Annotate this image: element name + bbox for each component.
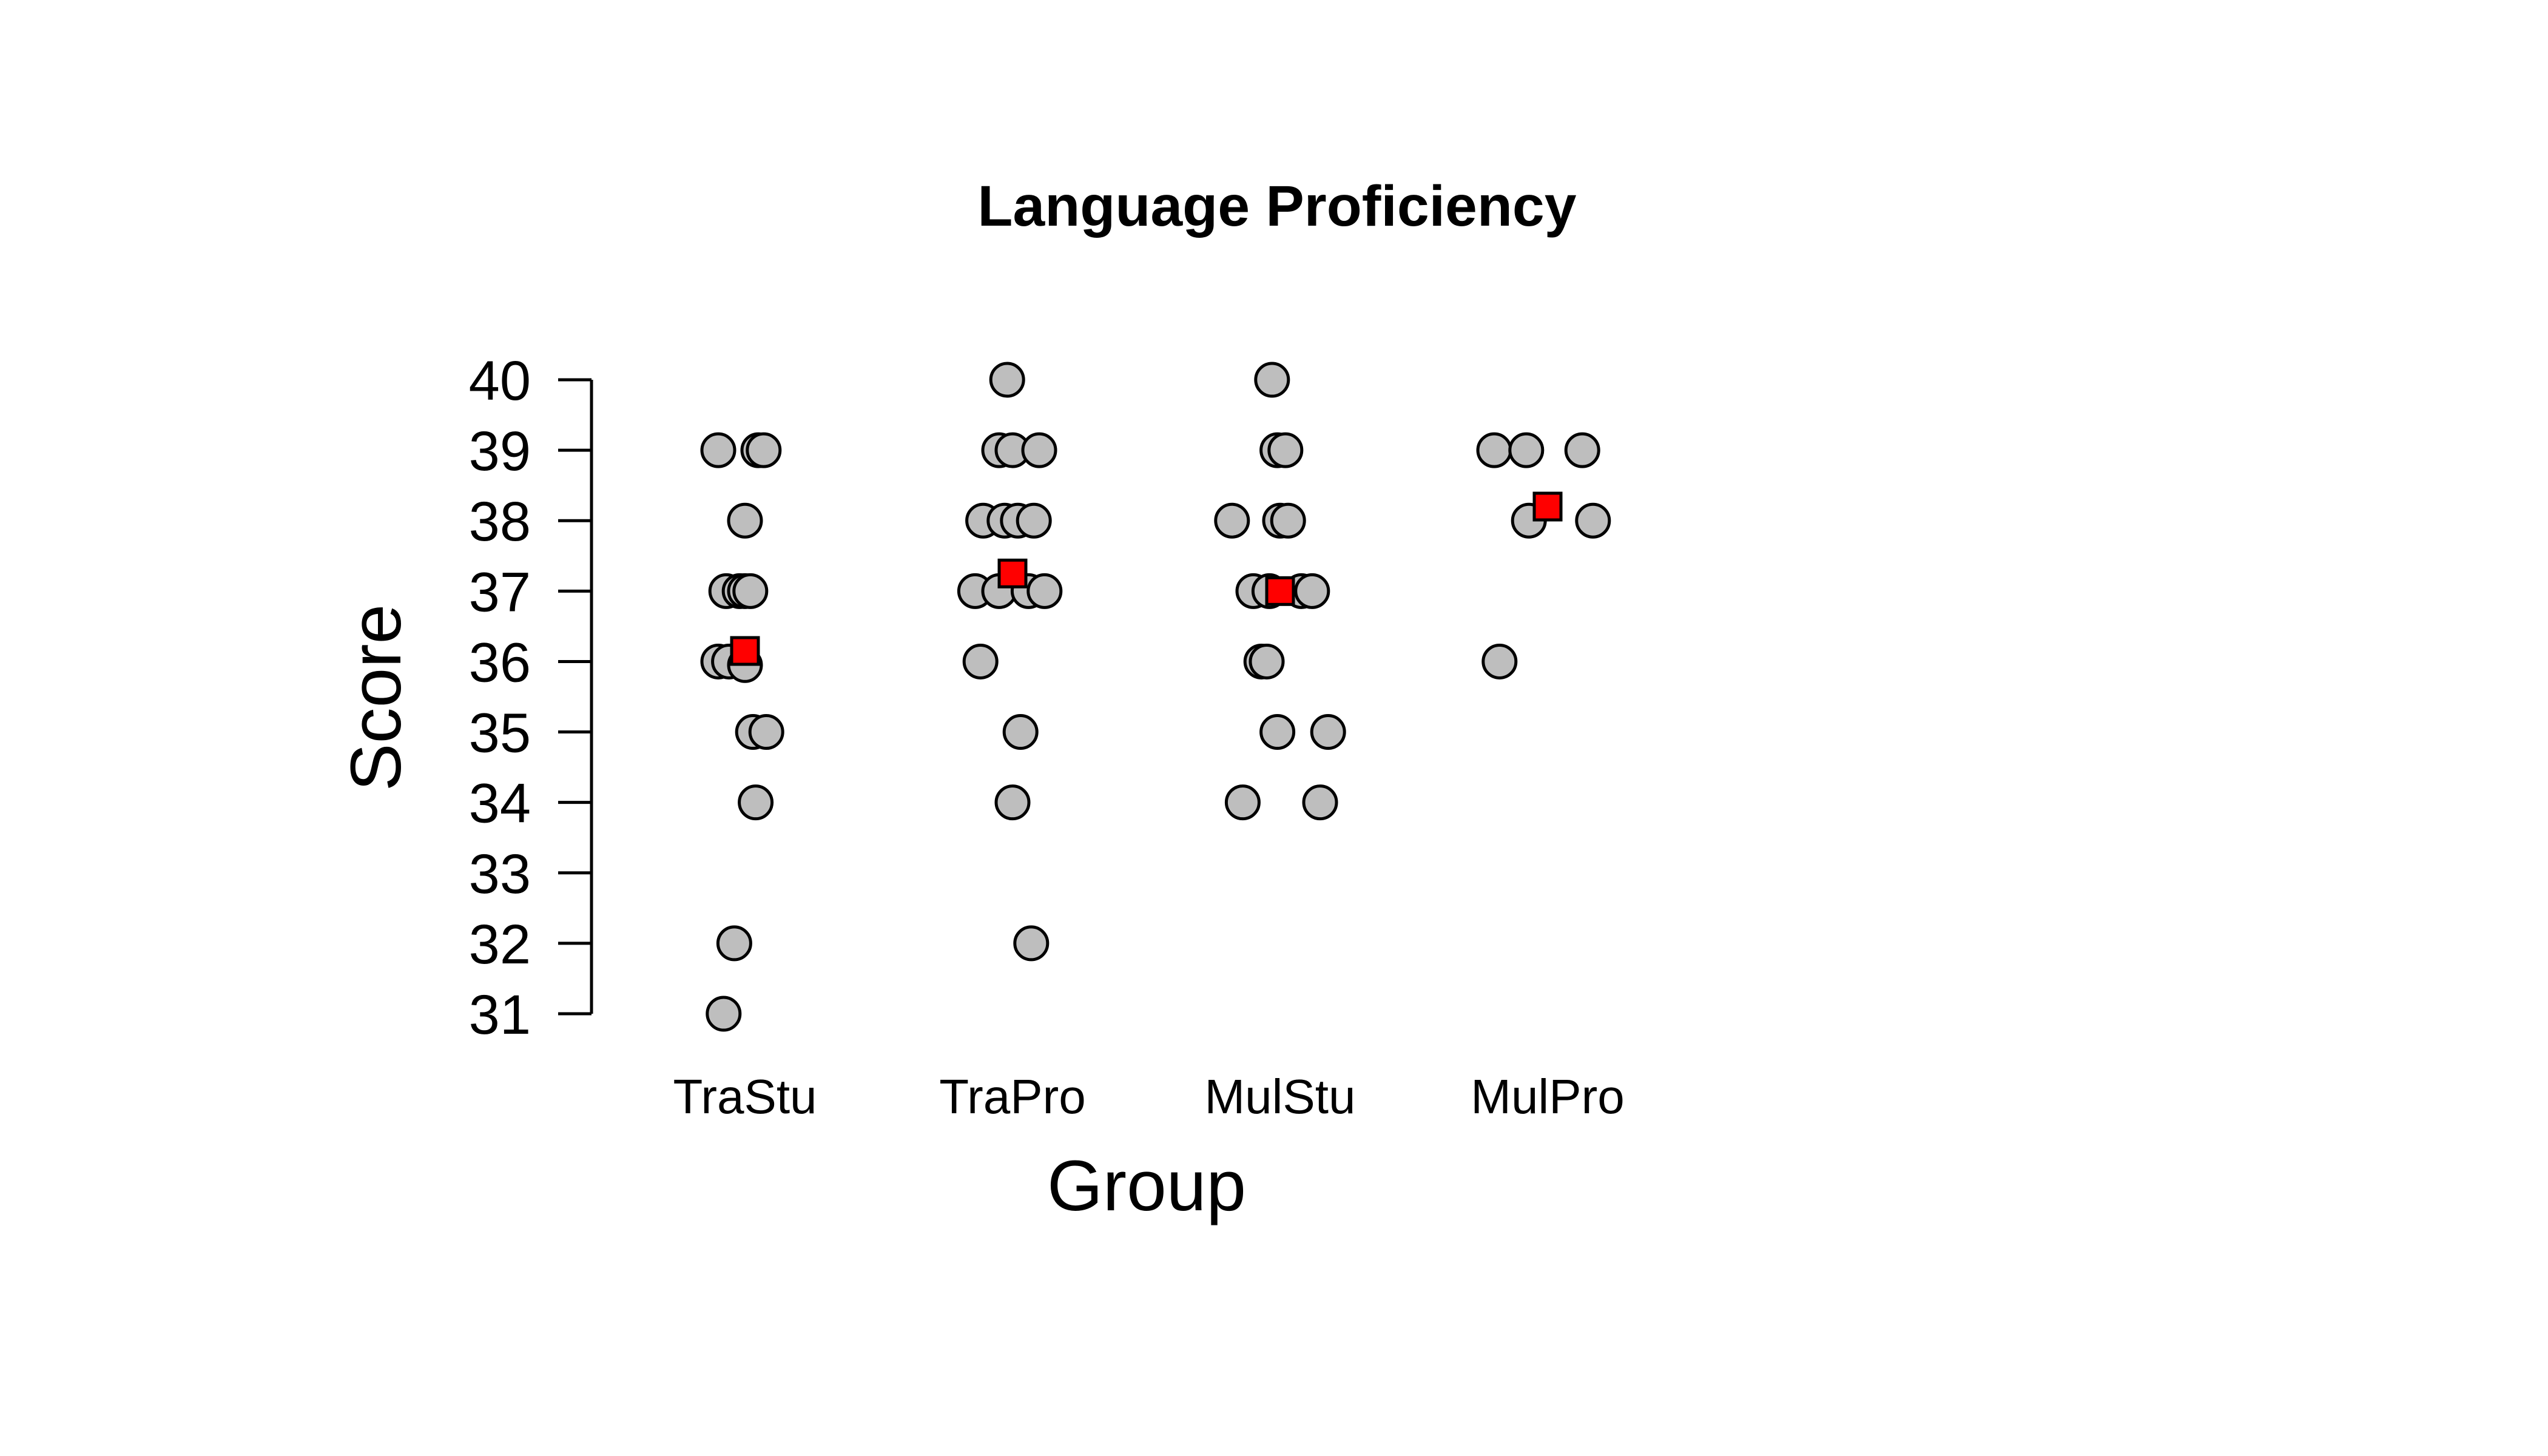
x-category-label: TraPro [939, 1070, 1086, 1124]
y-tick-label: 37 [469, 561, 531, 623]
y-tick-label: 38 [469, 491, 531, 553]
data-point [1002, 714, 1039, 750]
x-category-label: MulPro [1471, 1070, 1624, 1124]
data-point [1013, 925, 1050, 962]
x-category-label: MulStu [1205, 1070, 1356, 1124]
data-point [748, 714, 784, 750]
data-point [746, 432, 782, 468]
data-point [1575, 502, 1611, 539]
x-category-label: TraStu [673, 1070, 817, 1124]
data-point [716, 925, 752, 962]
data-point [700, 432, 736, 468]
y-tick-label: 32 [469, 914, 531, 976]
data-point [962, 643, 999, 679]
data-point [732, 573, 769, 609]
data-point [1476, 432, 1512, 468]
chart-title: Language Proficiency [977, 174, 1576, 238]
y-axis-label: Score [336, 604, 416, 791]
x-category-labels: TraStu TraPro MulStu MulPro [673, 1070, 1624, 1124]
data-points [700, 362, 1611, 1032]
data-point [1021, 432, 1057, 468]
data-point [1016, 502, 1052, 539]
y-tick-label: 40 [469, 350, 531, 412]
data-point [727, 502, 763, 539]
data-point [1267, 432, 1304, 468]
data-point [1254, 362, 1290, 398]
data-point [1564, 432, 1600, 468]
data-point [1249, 643, 1285, 679]
data-point [994, 784, 1031, 821]
y-tick-label: 31 [469, 984, 531, 1046]
y-tick-label: 33 [469, 843, 531, 905]
data-point [1214, 502, 1250, 539]
y-axis: 31 32 33 34 35 36 37 38 39 40 [469, 350, 593, 1046]
x-axis-label: Group [1047, 1146, 1246, 1226]
data-point [1302, 784, 1338, 821]
data-point [1224, 784, 1261, 821]
data-point [1259, 714, 1296, 750]
y-tick-label: 34 [469, 773, 531, 835]
data-point [706, 996, 742, 1032]
mean-marker [1532, 491, 1563, 522]
data-point [1481, 643, 1518, 679]
y-tick-label: 39 [469, 420, 531, 482]
data-point [1270, 502, 1306, 539]
data-point [1294, 573, 1330, 609]
data-point [989, 362, 1025, 398]
mean-marker [1265, 576, 1295, 606]
mean-marker [730, 636, 760, 666]
mean-markers [730, 491, 1563, 666]
data-point [1310, 714, 1346, 750]
data-point [1508, 432, 1545, 468]
y-tick-label: 35 [469, 703, 531, 764]
data-point [738, 784, 774, 821]
data-point [1026, 573, 1063, 609]
y-tick-label: 36 [469, 632, 531, 693]
mean-marker [997, 558, 1028, 588]
